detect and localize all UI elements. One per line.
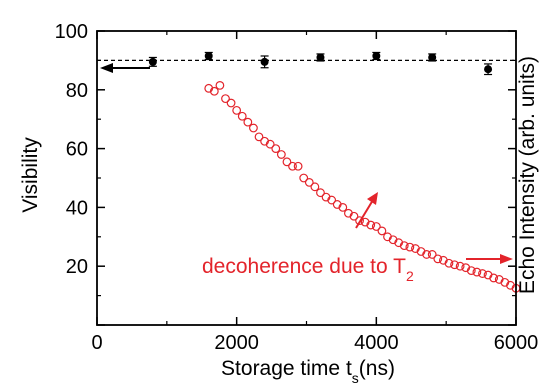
echo-point	[304, 178, 314, 187]
annotation-main: decoherence due to T	[202, 255, 406, 278]
x-tick-label: 0	[91, 332, 102, 354]
y-tick-label: 40	[66, 197, 88, 219]
echo-point	[221, 94, 230, 104]
annotation-text: decoherence due to T2	[202, 255, 414, 284]
echo-point	[293, 161, 303, 171]
echo-point	[355, 216, 364, 226]
chart-datalayer	[148, 51, 521, 293]
echo-point	[299, 173, 309, 183]
echo-point	[466, 266, 476, 276]
echo-point	[366, 220, 376, 230]
echo-point	[316, 188, 325, 198]
echo-point	[349, 211, 359, 221]
decoherence-arrow	[355, 192, 378, 229]
echo-point	[249, 123, 258, 133]
y-axis-title: Visibility	[19, 137, 42, 213]
y-tick-label: 20	[66, 256, 88, 278]
echo-point	[399, 241, 409, 251]
echo-point	[455, 261, 465, 271]
echo-point	[427, 250, 437, 259]
echo-point	[243, 117, 253, 127]
echo-point	[433, 254, 443, 264]
left-axis-arrow	[100, 63, 150, 73]
echo-point	[450, 260, 459, 270]
echo-point	[271, 144, 281, 154]
visibility-point	[428, 53, 437, 62]
echo-point	[215, 80, 225, 90]
echo-point	[338, 202, 348, 212]
visibility-point	[260, 57, 269, 66]
echo-point	[422, 250, 432, 259]
echo-point	[327, 195, 337, 205]
x-axis-title-subscript: s	[352, 370, 359, 383]
x-tick-label: 6000	[494, 332, 539, 354]
echo-point	[237, 111, 247, 121]
y-tick-label: 80	[66, 80, 88, 102]
plot-frame	[96, 30, 517, 326]
echo-point	[310, 182, 320, 192]
echo-point	[226, 98, 236, 108]
visibility-point	[316, 53, 325, 62]
echo-point	[444, 258, 454, 268]
echo-point	[232, 105, 242, 115]
x-axis-title-unit: (ns)	[359, 357, 395, 380]
annotation-subscript: 2	[406, 268, 414, 284]
echo-point	[209, 86, 219, 96]
visibility-point	[204, 51, 213, 60]
y-tick-label: 100	[55, 21, 88, 43]
echo-point	[478, 269, 487, 278]
visibility-point	[148, 57, 157, 66]
right-axis-title: Echo Intensity (arb. units)	[516, 56, 539, 294]
visibility-point	[372, 51, 381, 60]
echo-point	[489, 273, 499, 283]
y-tick-label: 60	[66, 139, 88, 161]
echo-point	[254, 132, 264, 142]
x-axis-title: Storage time ts(ns)	[221, 357, 395, 383]
echo-point	[288, 161, 297, 171]
echo-point	[282, 157, 292, 167]
annotation-arrows	[100, 63, 513, 264]
visibility-point	[484, 65, 493, 74]
echo-point	[276, 150, 286, 159]
x-axis-title-main: Storage time t	[221, 357, 352, 380]
x-tick-label: 4000	[354, 332, 399, 354]
echo-point	[472, 267, 482, 277]
x-tick-label: 2000	[214, 332, 259, 354]
chart-axislayer: 0 2000 4000 6000 20 40 60 80 100	[55, 21, 539, 354]
echo-point	[377, 226, 387, 236]
echo-point	[405, 242, 415, 252]
echo-point	[265, 139, 275, 149]
right-axis-arrow	[466, 254, 513, 264]
echo-point	[371, 222, 381, 231]
